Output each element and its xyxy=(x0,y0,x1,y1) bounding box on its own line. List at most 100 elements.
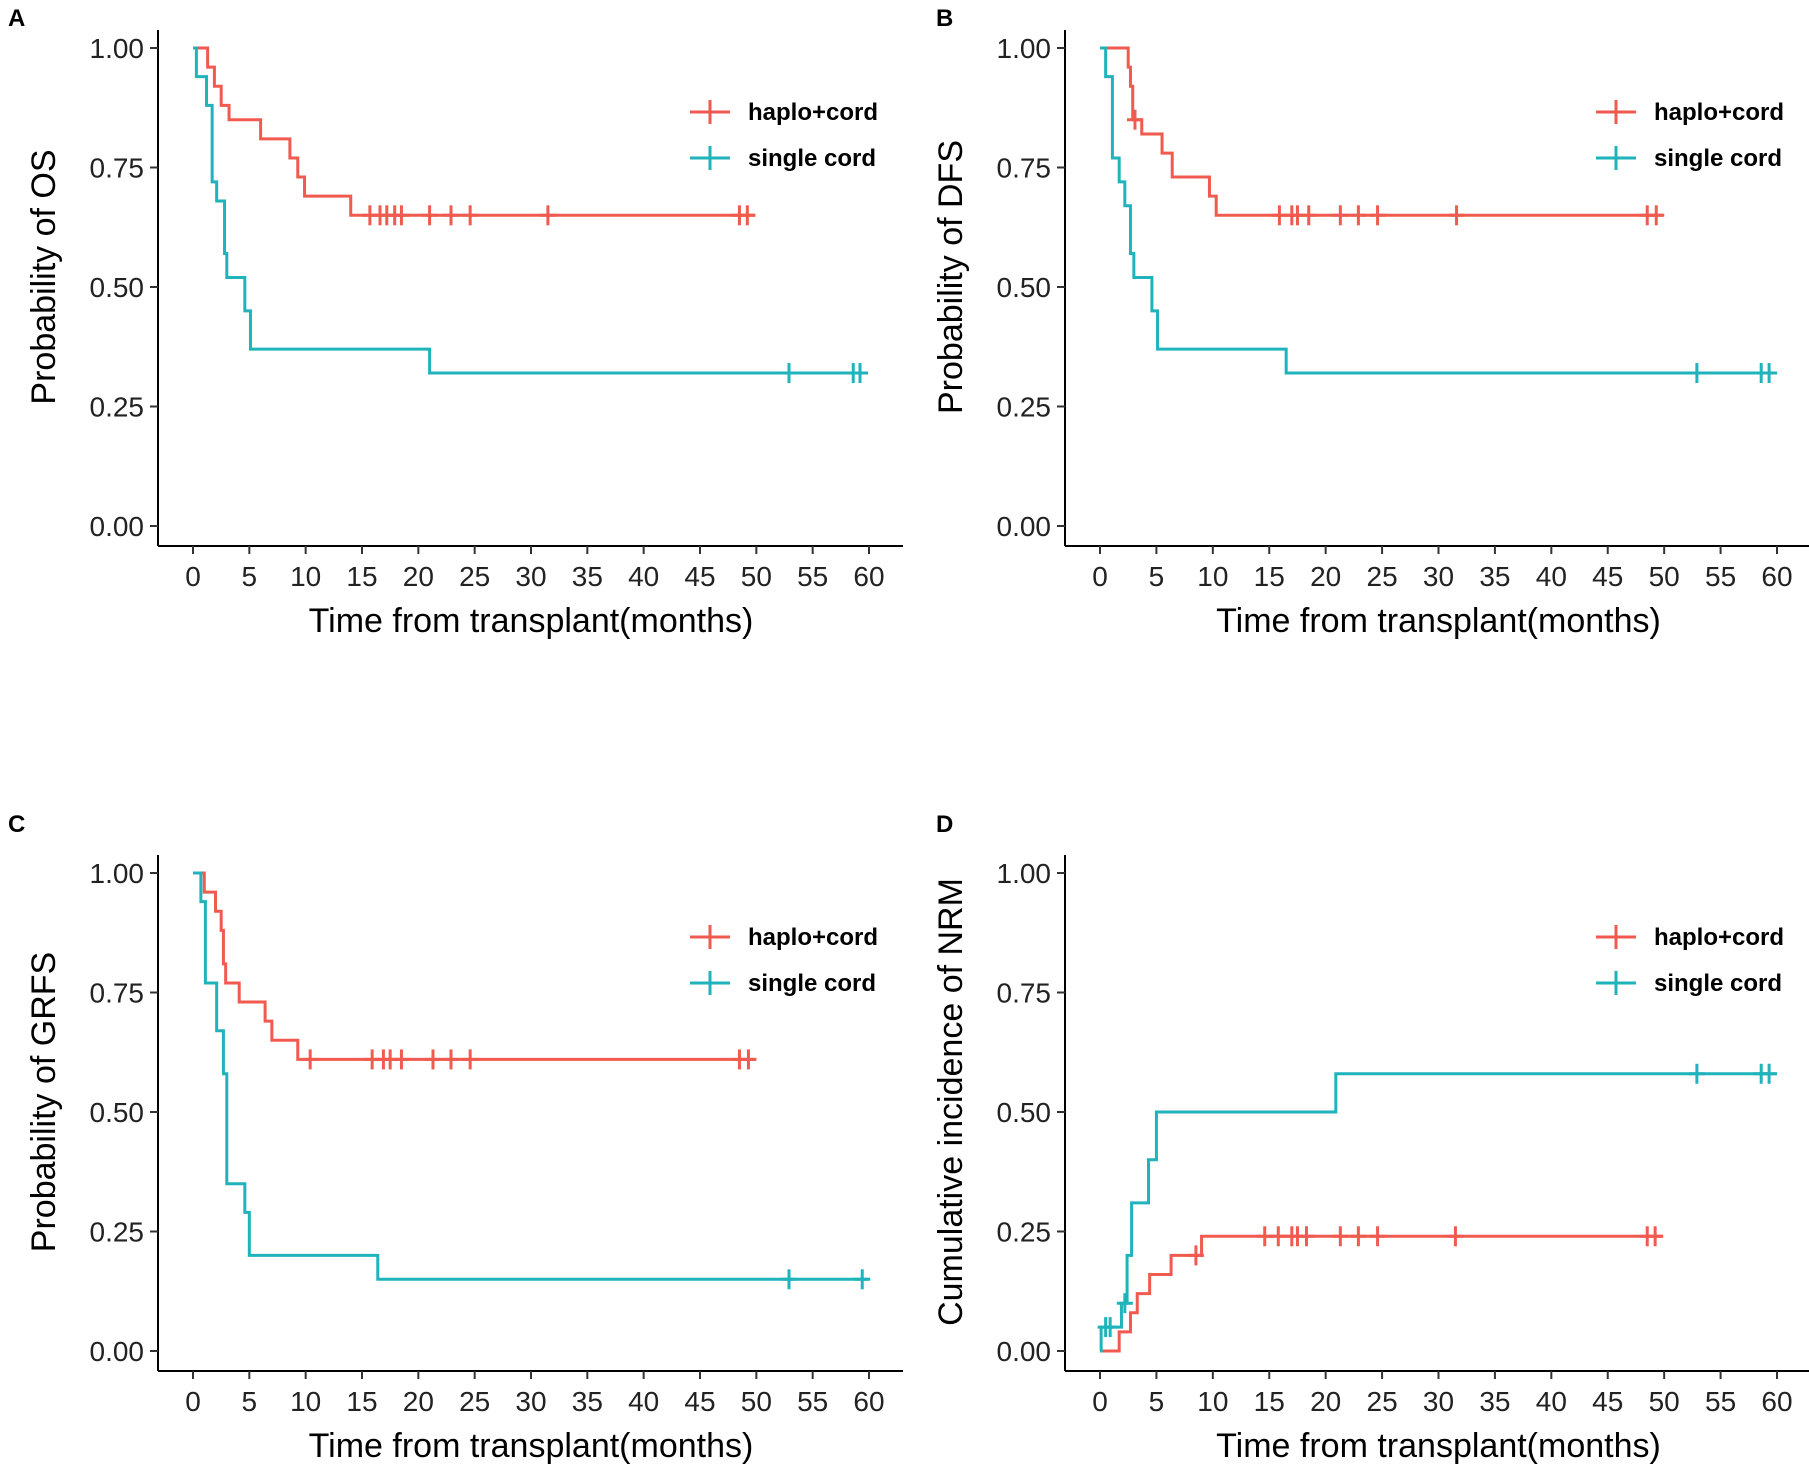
x-tick-label: 35 xyxy=(1479,1386,1510,1417)
series-line-single-cord xyxy=(1099,1072,1776,1353)
panel-a: A 0.00 0.25 0.50 0.75 1.00 0 5 10 15 20 25 30 35 40 45 5… xyxy=(8,5,903,640)
series-line-haplo-cord xyxy=(1100,46,1664,217)
legend-label: single cord xyxy=(1654,145,1782,172)
x-tick-label: 25 xyxy=(459,1386,490,1417)
y-tick-label: 0.00 xyxy=(997,1336,1052,1367)
x-tick-label: 40 xyxy=(1536,561,1567,592)
x-tick-label: 50 xyxy=(1649,561,1680,592)
y-axis-title: Probability of OS xyxy=(25,149,63,404)
x-tick-label: 5 xyxy=(242,1386,258,1417)
panel-b: B 0.00 0.25 0.50 0.75 1.00 0 5 10 15 20 25 30 35 40 45 5… xyxy=(932,5,1809,640)
x-tick-label: 50 xyxy=(1649,1386,1680,1417)
x-tick-label: 60 xyxy=(1761,561,1792,592)
y-tick-label: 1.00 xyxy=(997,33,1052,64)
x-tick-label: 55 xyxy=(1705,1386,1736,1417)
y-tick-label: 0.75 xyxy=(90,153,145,184)
y-tick-label: 0.50 xyxy=(997,272,1052,303)
legend-label: haplo+cord xyxy=(748,99,878,126)
x-tick-label: 55 xyxy=(797,1386,828,1417)
x-tick-label: 20 xyxy=(403,561,434,592)
x-tick-label: 0 xyxy=(1092,1386,1108,1417)
legend-label: single cord xyxy=(748,970,876,997)
x-tick-label: 0 xyxy=(185,561,201,592)
x-tick-label: 20 xyxy=(403,1386,434,1417)
x-tick-label: 0 xyxy=(1092,561,1108,592)
x-tick-label: 5 xyxy=(1149,561,1165,592)
x-axis-title: Time from transplant(months) xyxy=(309,602,754,640)
x-tick-label: 55 xyxy=(797,561,828,592)
x-tick-label: 60 xyxy=(1761,1386,1792,1417)
x-tick-label: 60 xyxy=(853,561,884,592)
x-tick-label: 15 xyxy=(1254,561,1285,592)
y-tick-label: 0.75 xyxy=(90,978,145,1009)
x-tick-label: 40 xyxy=(628,561,659,592)
series-line-single-cord xyxy=(193,46,868,375)
x-tick-label: 25 xyxy=(1367,1386,1398,1417)
y-tick-label: 1.00 xyxy=(90,33,145,64)
x-tick-label: 45 xyxy=(684,1386,715,1417)
y-axis-title: Cumulative incidence of NRM xyxy=(932,878,970,1326)
x-tick-label: 5 xyxy=(1149,1386,1165,1417)
x-tick-label: 20 xyxy=(1310,561,1341,592)
y-tick-label: 0.50 xyxy=(90,1097,145,1128)
y-tick-label: 0.25 xyxy=(90,1217,145,1248)
x-tick-label: 35 xyxy=(572,1386,603,1417)
x-axis-title: Time from transplant(months) xyxy=(1216,602,1661,640)
panel-c: C 0.00 0.25 0.50 0.75 1.00 0 5 10 15 20 25 30 35 40 45 5… xyxy=(8,811,903,1465)
y-tick-label: 0.25 xyxy=(997,392,1052,423)
y-tick-label: 0.00 xyxy=(90,1336,145,1367)
x-tick-label: 15 xyxy=(346,1386,377,1417)
y-tick-label: 0.75 xyxy=(997,153,1052,184)
legend-label: haplo+cord xyxy=(748,924,878,951)
y-tick-label: 0.50 xyxy=(997,1097,1052,1128)
y-tick-label: 0.50 xyxy=(90,272,145,303)
y-tick-label: 0.00 xyxy=(997,511,1052,542)
y-axis-title: Probability of DFS xyxy=(932,140,970,414)
y-tick-label: 0.00 xyxy=(90,511,145,542)
legend-label: haplo+cord xyxy=(1654,924,1784,951)
x-tick-label: 10 xyxy=(290,561,321,592)
y-tick-label: 1.00 xyxy=(997,858,1052,889)
series-line-single-cord xyxy=(193,871,868,1281)
panel-label: C xyxy=(8,811,25,838)
x-tick-label: 25 xyxy=(1367,561,1398,592)
x-tick-label: 45 xyxy=(1592,561,1623,592)
x-tick-label: 30 xyxy=(1423,561,1454,592)
panel-d: D 0.00 0.25 0.50 0.75 1.00 0 5 10 15 20 25 30 35 40 45 5… xyxy=(932,811,1809,1465)
x-tick-label: 30 xyxy=(515,1386,546,1417)
panel-label: D xyxy=(936,811,953,838)
x-tick-label: 25 xyxy=(459,561,490,592)
series-line-haplo-cord xyxy=(1100,1234,1664,1353)
x-tick-label: 35 xyxy=(572,561,603,592)
x-tick-label: 30 xyxy=(1423,1386,1454,1417)
x-tick-label: 60 xyxy=(853,1386,884,1417)
x-tick-label: 20 xyxy=(1310,1386,1341,1417)
y-tick-label: 0.75 xyxy=(997,978,1052,1009)
x-tick-label: 10 xyxy=(1197,561,1228,592)
x-tick-label: 55 xyxy=(1705,561,1736,592)
x-tick-label: 45 xyxy=(1592,1386,1623,1417)
x-tick-label: 35 xyxy=(1479,561,1510,592)
x-tick-label: 0 xyxy=(185,1386,201,1417)
x-tick-label: 15 xyxy=(1254,1386,1285,1417)
series-line-haplo-cord xyxy=(193,46,756,217)
x-tick-label: 10 xyxy=(290,1386,321,1417)
y-tick-label: 0.25 xyxy=(90,392,145,423)
x-tick-label: 5 xyxy=(242,561,258,592)
x-tick-label: 50 xyxy=(741,1386,772,1417)
x-tick-label: 10 xyxy=(1197,1386,1228,1417)
series-line-single-cord xyxy=(1100,46,1776,375)
x-axis-title: Time from transplant(months) xyxy=(1216,1427,1661,1465)
y-axis-title: Probability of GRFS xyxy=(25,952,63,1252)
x-tick-label: 45 xyxy=(684,561,715,592)
panel-label: A xyxy=(8,5,25,32)
y-tick-label: 0.25 xyxy=(997,1217,1052,1248)
series-line-haplo-cord xyxy=(193,871,756,1061)
legend-label: single cord xyxy=(748,145,876,172)
x-tick-label: 30 xyxy=(515,561,546,592)
x-tick-label: 40 xyxy=(1536,1386,1567,1417)
legend-label: haplo+cord xyxy=(1654,99,1784,126)
x-tick-label: 40 xyxy=(628,1386,659,1417)
panel-label: B xyxy=(936,5,953,32)
